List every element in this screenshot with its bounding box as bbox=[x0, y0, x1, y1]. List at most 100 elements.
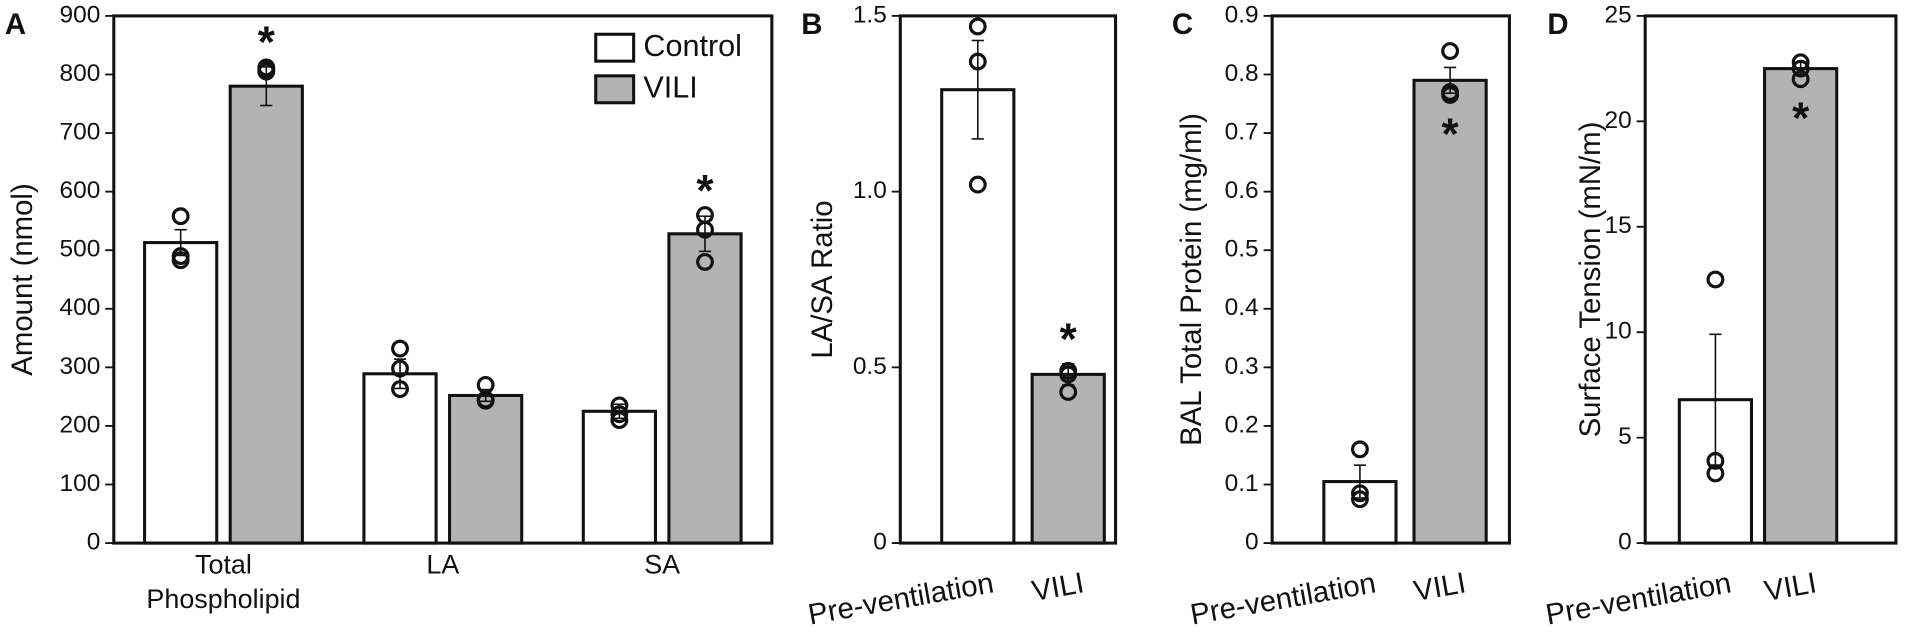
data-point bbox=[1791, 53, 1810, 72]
legend-swatch bbox=[594, 74, 636, 105]
y-tick-label: 0.3 bbox=[1225, 353, 1259, 380]
x-tick-label: VILI bbox=[1029, 566, 1086, 608]
y-tick-label: 0 bbox=[87, 529, 101, 556]
significance-label: * bbox=[1060, 315, 1078, 364]
data-point bbox=[1706, 451, 1725, 470]
x-tick-label: Total Phospholipid bbox=[146, 549, 301, 615]
data-point bbox=[696, 220, 714, 239]
data-point bbox=[257, 62, 276, 81]
bar bbox=[1763, 67, 1839, 545]
legend-swatch bbox=[594, 32, 636, 63]
y-tick-label: 100 bbox=[60, 470, 101, 497]
y-tick-label: 5 bbox=[1618, 423, 1632, 450]
y-tick-label: 20 bbox=[1605, 107, 1632, 134]
x-tick-label: LA bbox=[426, 549, 460, 580]
data-point bbox=[968, 175, 987, 194]
bar bbox=[581, 409, 657, 545]
plot-frame bbox=[1270, 14, 1511, 545]
data-point bbox=[1706, 270, 1725, 289]
y-tick-label: 200 bbox=[60, 411, 101, 438]
legend-label: VILI bbox=[643, 70, 697, 104]
data-point bbox=[968, 52, 987, 71]
x-tick-label-box: LA bbox=[426, 549, 460, 580]
y-tick-label: 15 bbox=[1605, 212, 1632, 239]
data-point bbox=[1791, 70, 1810, 89]
data-point bbox=[391, 380, 409, 398]
data-point bbox=[1059, 383, 1078, 401]
data-point bbox=[1791, 59, 1810, 78]
y-axis-label: BAL Total Protein (mg/ml) bbox=[1175, 113, 1208, 446]
data-point bbox=[610, 405, 629, 424]
legend-label: Control bbox=[643, 29, 742, 63]
significance-label: * bbox=[1792, 94, 1810, 143]
data-point bbox=[391, 359, 409, 378]
y-tick-label: 0.8 bbox=[1225, 60, 1259, 87]
plot-frame bbox=[898, 14, 1118, 545]
data-point bbox=[1350, 440, 1369, 459]
y-axis-label: Surface Tension (mN/m) bbox=[1574, 122, 1607, 438]
data-point bbox=[1350, 484, 1369, 503]
x-tick-label: Pre-ventilation bbox=[1543, 566, 1733, 631]
y-tick-label: 400 bbox=[60, 294, 101, 321]
y-tick-label: 0 bbox=[1618, 529, 1632, 556]
y-tick-label: 0.4 bbox=[1225, 294, 1259, 321]
panel-letter: C bbox=[1172, 8, 1193, 41]
y-tick-label: 1.5 bbox=[853, 1, 887, 28]
data-point bbox=[968, 17, 987, 36]
bar bbox=[228, 84, 304, 545]
y-tick-label: 300 bbox=[60, 353, 101, 380]
y-tick-label: 0.9 bbox=[1225, 1, 1259, 28]
panel-letter: B bbox=[801, 8, 822, 41]
y-tick-label: 0.2 bbox=[1225, 411, 1259, 438]
data-point bbox=[171, 251, 190, 270]
panel-letter: D bbox=[1547, 8, 1568, 41]
data-point bbox=[476, 391, 495, 410]
plot-frame bbox=[1643, 14, 1898, 545]
x-tick-label: Pre-ventilation bbox=[806, 566, 996, 631]
x-tick-label: VILI bbox=[1762, 566, 1819, 608]
y-tick-label: 800 bbox=[60, 60, 101, 87]
y-tick-label: 0.5 bbox=[853, 353, 887, 380]
x-tick-label: Pre-ventilation bbox=[1188, 566, 1378, 631]
x-tick-label: SA bbox=[644, 549, 681, 580]
bar bbox=[940, 88, 1016, 545]
plot-frame bbox=[112, 14, 774, 545]
x-tick-label-box: SA bbox=[644, 549, 681, 580]
bar bbox=[448, 393, 524, 545]
y-tick-label: 0.7 bbox=[1225, 119, 1259, 146]
y-tick-label: 0.5 bbox=[1225, 236, 1259, 263]
data-point bbox=[171, 207, 190, 226]
bar bbox=[1412, 78, 1488, 545]
data-point bbox=[1706, 464, 1725, 483]
y-tick-label: 500 bbox=[60, 236, 101, 263]
x-tick-label-box: Total Phospholipid bbox=[146, 549, 301, 615]
panel-letter: A bbox=[5, 8, 26, 41]
x-tick-label: VILI bbox=[1411, 566, 1468, 608]
y-axis-label: LA/SA Ratio bbox=[806, 200, 839, 358]
y-tick-label: 0 bbox=[1245, 529, 1259, 556]
data-point bbox=[610, 411, 629, 430]
y-tick-label: 900 bbox=[60, 1, 101, 28]
data-point bbox=[696, 252, 714, 271]
y-tick-label: 1.0 bbox=[853, 177, 887, 204]
bar bbox=[143, 241, 219, 545]
y-axis-label: Amount (nmol) bbox=[6, 183, 39, 375]
y-tick-label: 0.1 bbox=[1225, 470, 1259, 497]
data-point bbox=[1350, 490, 1369, 509]
bar bbox=[362, 372, 438, 545]
y-tick-label: 700 bbox=[60, 119, 101, 146]
bar bbox=[667, 232, 743, 545]
data-point bbox=[1441, 42, 1460, 60]
significance-label: * bbox=[258, 18, 276, 67]
y-tick-label: 10 bbox=[1605, 318, 1632, 345]
data-point bbox=[1059, 365, 1078, 384]
y-tick-label: 600 bbox=[60, 177, 101, 204]
y-tick-label: 0 bbox=[873, 529, 887, 556]
y-tick-label: 0.6 bbox=[1225, 177, 1259, 204]
y-tick-label: 25 bbox=[1605, 1, 1632, 28]
significance-label: * bbox=[1442, 110, 1460, 159]
data-point bbox=[1441, 86, 1460, 104]
data-point bbox=[391, 339, 409, 358]
